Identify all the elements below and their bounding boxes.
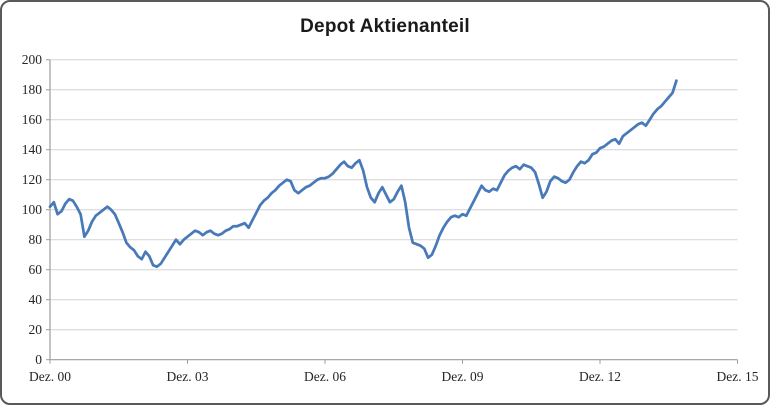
y-tick-label: 180 <box>21 81 42 97</box>
y-tick-label: 20 <box>28 321 43 337</box>
y-tick-label: 200 <box>21 51 42 67</box>
y-tick-label: 0 <box>35 351 42 367</box>
x-tick-label: Dez. 00 <box>29 368 71 384</box>
y-tick-label: 60 <box>28 261 43 277</box>
x-tick-label: Dez. 15 <box>716 368 759 384</box>
y-tick-label: 120 <box>21 171 42 187</box>
x-tick-label: Dez. 12 <box>579 368 621 384</box>
y-tick-label: 160 <box>21 111 42 127</box>
depot-series-line <box>48 79 678 269</box>
y-tick-label: 100 <box>21 201 42 217</box>
chart-title: Depot Aktienanteil <box>300 16 470 37</box>
y-tick-label: 140 <box>21 141 42 157</box>
y-tick-label: 40 <box>28 291 43 307</box>
x-tick-label: Dez. 09 <box>441 368 484 384</box>
x-tick-label: Dez. 03 <box>166 368 209 384</box>
y-tick-label: 80 <box>28 231 43 247</box>
x-tick-label: Dez. 06 <box>304 368 346 384</box>
